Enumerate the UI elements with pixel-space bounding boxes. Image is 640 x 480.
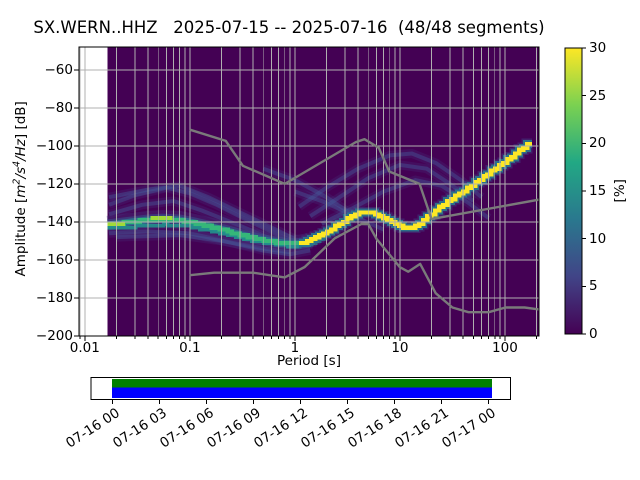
y-tick-label: −180: [35, 289, 73, 306]
x-tick-label: 100: [492, 340, 518, 356]
y-tick-label: −60: [44, 61, 74, 78]
x-tick-label: 1: [290, 340, 300, 356]
y-axis-label-part: /Hz: [12, 139, 29, 161]
plot-area: [79, 47, 539, 336]
colorbar-tick-label: 25: [589, 87, 607, 104]
plot-title: SX.WERN..HHZ 2025-07-15 -- 2025-07-16 (4…: [33, 18, 545, 37]
colorbar-tick-label: 20: [589, 135, 607, 152]
psd-faint-trace-halo: [107, 183, 301, 248]
y-tick-label: −120: [35, 175, 73, 192]
y-axis-label-part: m: [12, 184, 29, 198]
x-tick-label: 0.01: [69, 340, 100, 356]
y-tick-label: −160: [35, 251, 73, 268]
psd-mode-line-short: [107, 216, 309, 245]
grid: [79, 47, 539, 336]
y-tick-label: −140: [35, 213, 73, 230]
y-axis-label-part: ] [dB]: [12, 101, 29, 140]
timeline-coverage-bar-green: [112, 379, 492, 388]
psd-faint-trace: [262, 166, 354, 216]
colorbar-tick-label: 10: [589, 230, 607, 247]
psd-faint-trace-halo: [319, 175, 492, 228]
psd-faint-trace: [320, 178, 490, 226]
psd-faint-trace-halo: [261, 164, 355, 219]
colorbar-tick-label: 0: [589, 326, 598, 342]
psd-faint-trace-halo: [293, 187, 386, 234]
x-axis-label: Period [s]: [277, 353, 341, 369]
psd-faint-trace: [294, 189, 385, 232]
colorbar-tick-label: 15: [589, 183, 607, 199]
axis-ticks: [74, 69, 538, 341]
y-axis-label-part: 2: [11, 178, 23, 185]
psd-faint-trace-halo: [296, 148, 485, 211]
y-axis-label-part: 4: [11, 160, 23, 167]
axes-spines: [78, 46, 540, 337]
colorbar: [565, 48, 582, 334]
timeline-coverage-bar-blue: [112, 387, 492, 398]
colorbar-tick-label: 5: [589, 278, 598, 295]
nlnm-noise-model-curve: [189, 222, 539, 314]
x-tick-label: 0.1: [179, 340, 201, 356]
y-axis-label: Amplitude [m2/s4/Hz] [dB]: [11, 101, 29, 277]
x-tick-label: 10: [391, 340, 409, 356]
y-tick-label: −100: [35, 137, 73, 154]
psd-faint-trace: [108, 185, 300, 245]
y-tick-label: −200: [35, 328, 73, 344]
psd-faint-trace: [298, 151, 483, 209]
y-axis-label-part: Amplitude [: [12, 197, 29, 277]
y-axis-label-part: /s: [12, 166, 29, 179]
nhnm-noise-model-curve: [189, 128, 539, 221]
colorbar-tick-label: 30: [589, 40, 607, 56]
y-tick-label: −80: [44, 99, 74, 116]
